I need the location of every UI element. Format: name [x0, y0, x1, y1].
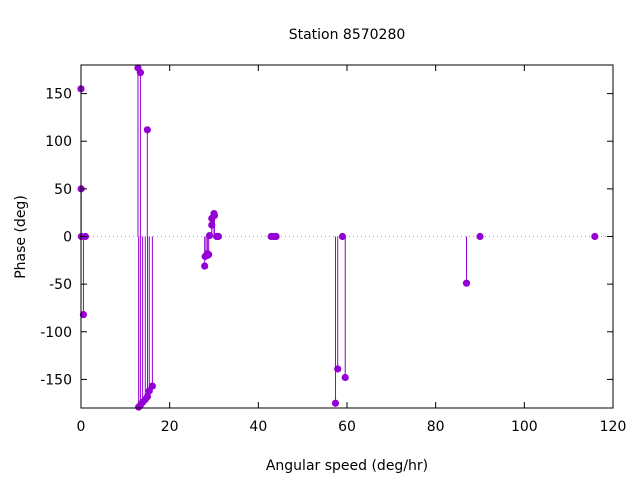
- data-point: [210, 211, 219, 220]
- y-tick-label: -150: [40, 372, 72, 388]
- data-point: [591, 232, 599, 241]
- x-tick-label: 60: [338, 419, 356, 435]
- y-tick-label: 100: [45, 134, 72, 150]
- y-tick-label: 150: [45, 87, 72, 103]
- plot-frame: [80, 64, 614, 409]
- y-tick-label: -100: [40, 325, 72, 341]
- x-tick-label: 80: [427, 419, 445, 435]
- x-tick-label: 0: [77, 419, 86, 435]
- y-axis-label: Phase (deg): [13, 195, 29, 279]
- data-point: [205, 231, 214, 240]
- data-point: [272, 232, 280, 241]
- data-point: [143, 392, 152, 401]
- data-point: [148, 382, 156, 390]
- x-tick-label: 20: [161, 419, 179, 435]
- data-point: [214, 232, 223, 241]
- data-point: [208, 221, 216, 229]
- data-point: [338, 232, 347, 241]
- data-point: [205, 251, 213, 259]
- data-point: [331, 399, 340, 407]
- y-tick-label: -50: [49, 277, 72, 293]
- x-tick-label: 120: [600, 419, 627, 435]
- data-point: [476, 232, 484, 241]
- data-point: [334, 365, 342, 373]
- x-tick-label: 100: [511, 419, 538, 435]
- data-point: [143, 126, 151, 134]
- y-tick-label: 50: [54, 182, 72, 198]
- y-tick-label: 0: [63, 230, 72, 246]
- data-point: [341, 373, 349, 382]
- data-point: [136, 69, 145, 77]
- data-point: [79, 311, 88, 319]
- data-point: [201, 262, 209, 270]
- stems-layer: [80, 67, 467, 408]
- points-layer: [77, 64, 599, 411]
- axis-ticks: 0 20 40 60 80 100 120 -150 -100 -50 0 50 100 150: [40, 65, 626, 435]
- chart-title: Station 8570280: [289, 27, 406, 43]
- x-tick-label: 40: [249, 419, 267, 435]
- x-axis-label: Angular speed (deg/hr): [266, 458, 428, 474]
- data-point: [462, 279, 471, 287]
